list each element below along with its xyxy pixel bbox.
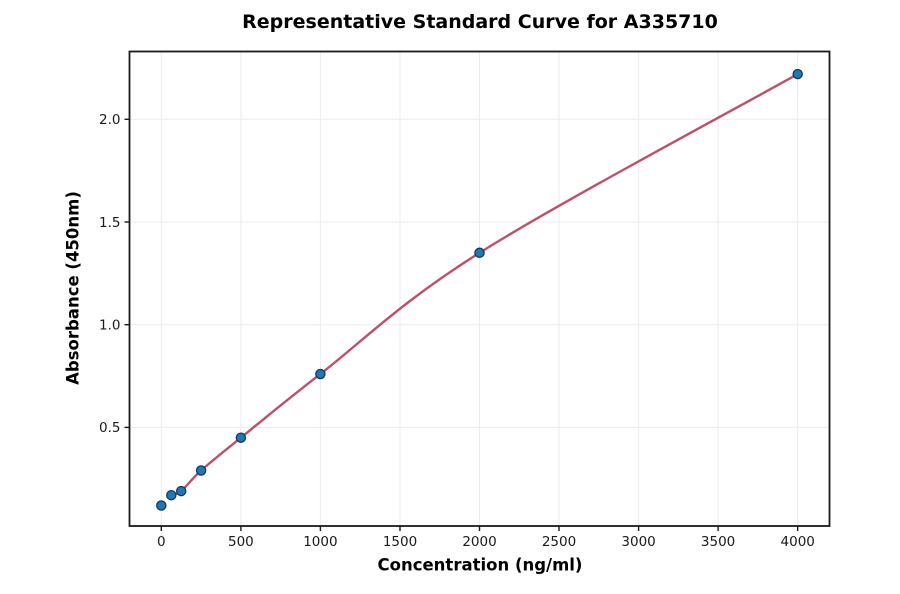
fitted-curve [170, 72, 799, 497]
x-axis-label: Concentration (ng/ml) [377, 555, 583, 575]
y-axis-label: Absorbance (450nm) [63, 191, 83, 385]
y-tick-label: 0.5 [99, 420, 120, 436]
data-point [166, 489, 177, 501]
x-tick-label: 4000 [781, 534, 815, 550]
x-tick-label: 1000 [303, 534, 337, 550]
y-tick-label: 2.0 [99, 112, 120, 128]
x-tick-label: 1500 [383, 534, 417, 550]
x-tick-label: 2000 [462, 534, 496, 550]
x-tick-label: 500 [228, 534, 254, 550]
data-point [792, 68, 803, 80]
x-tick-label: 0 [157, 534, 166, 550]
x-tick-label: 3000 [621, 534, 655, 550]
x-tick-label: 3500 [701, 534, 735, 550]
data-point [175, 485, 187, 497]
data-point [315, 368, 326, 380]
data-point [195, 465, 207, 476]
data-point [474, 247, 485, 259]
data-point [235, 432, 247, 443]
chart-title: Representative Standard Curve for A33571… [242, 11, 718, 33]
y-tick-label: 1.5 [99, 215, 120, 231]
y-tick-label: 1.0 [99, 318, 120, 334]
x-tick-label: 2500 [542, 534, 576, 550]
data-point [156, 500, 167, 511]
